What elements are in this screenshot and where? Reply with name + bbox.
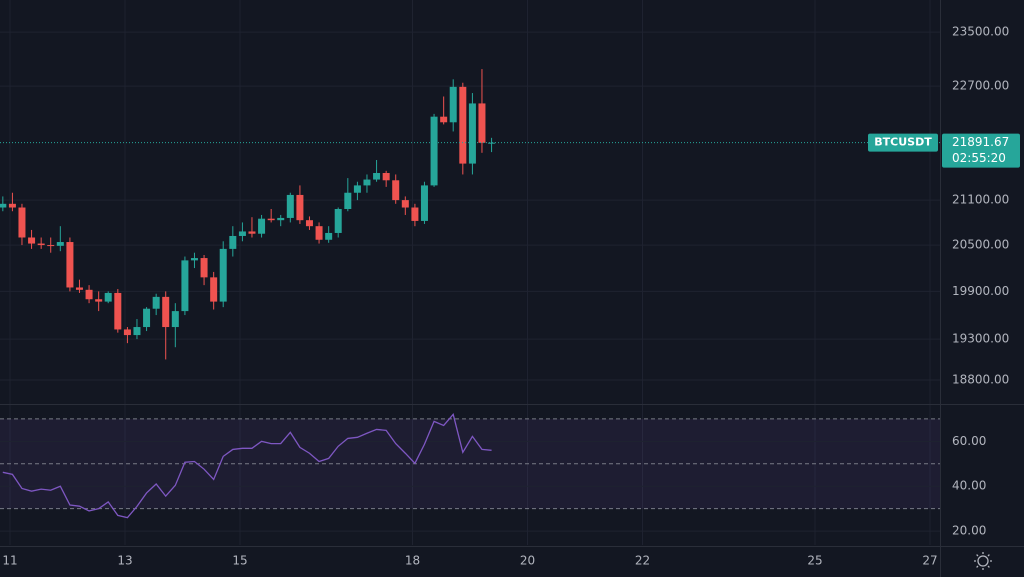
candle-body [430, 116, 438, 186]
candle-body [325, 232, 333, 240]
last-price-label: 21891.67 [952, 135, 1009, 149]
candle-body [18, 207, 26, 238]
candle-body [229, 235, 237, 249]
candle-body [353, 185, 361, 193]
x-tick-label: 22 [635, 554, 650, 568]
candle-body [296, 194, 304, 221]
candle-body [334, 208, 342, 233]
candle-body [468, 103, 476, 164]
y-tick-label: 18800.00 [952, 373, 1009, 387]
candle-body [420, 185, 428, 221]
x-tick-label: 25 [807, 554, 822, 568]
candle-body [286, 194, 294, 218]
candle-body [219, 248, 227, 302]
plot [0, 69, 940, 519]
y-tick-label: 23500.00 [952, 25, 1009, 39]
x-tick-label: 15 [232, 554, 247, 568]
y-tick-label: 40.00 [952, 479, 986, 493]
candle-body [382, 173, 390, 181]
candle-body [267, 218, 275, 221]
rsi-line [2, 413, 492, 519]
candle-body [401, 200, 409, 208]
candle-body [133, 327, 141, 336]
y-tick-label: 21100.00 [952, 193, 1009, 207]
candle-body [258, 218, 266, 234]
candle-body [47, 245, 55, 247]
candle-body [66, 242, 74, 288]
candle-body [171, 311, 179, 328]
candle-body [248, 231, 256, 234]
candle-body [190, 258, 198, 261]
x-tick-label: 27 [922, 554, 937, 568]
candle-body [478, 103, 486, 143]
price-badge [942, 133, 1020, 168]
y-tick-label: 19300.00 [952, 332, 1009, 346]
labels: 11 13 15 18 20 22 25 27 18800.00 19300.00 19900.00… [2, 25, 1020, 568]
candle-body [28, 237, 36, 244]
candle-body [162, 296, 170, 328]
countdown-label: 02:55:20 [952, 151, 1006, 165]
candle-body [459, 86, 467, 164]
candle-body [392, 180, 400, 201]
candle-body [123, 329, 131, 336]
x-tick-label: 11 [2, 554, 17, 568]
candle-body [411, 207, 419, 221]
candle-body [363, 179, 371, 186]
x-tick-label: 13 [117, 554, 132, 568]
candle-body [85, 289, 93, 300]
candle-body [143, 308, 151, 328]
x-tick-label: 20 [520, 554, 535, 568]
candle-body [114, 292, 122, 330]
candle-body [75, 287, 83, 290]
symbol-badge [868, 133, 938, 152]
candle-body [238, 231, 246, 236]
y-tick-label: 20500.00 [952, 238, 1009, 252]
y-tick-label: 19900.00 [952, 284, 1009, 298]
candle-body [8, 203, 16, 208]
y-tick-label: 60.00 [952, 434, 986, 448]
candle-body [305, 220, 313, 227]
grid [0, 0, 940, 545]
candle-body [56, 242, 64, 246]
candle-body [210, 277, 218, 302]
x-tick-label: 18 [405, 554, 420, 568]
candle-body [277, 217, 285, 221]
candle-body [449, 86, 457, 123]
candle-body [488, 142, 496, 144]
candle-body [440, 116, 448, 123]
candle-body [373, 173, 381, 180]
candle-body [181, 260, 189, 312]
candle-body [344, 192, 352, 209]
candle-body [0, 203, 7, 208]
candle-body [152, 296, 160, 309]
candle-body [37, 243, 45, 246]
candle-body [200, 258, 208, 278]
symbol-label: BTCUSDT [874, 136, 932, 149]
y-tick-label: 20.00 [952, 524, 986, 538]
candle-body [104, 292, 112, 302]
candle-body [315, 226, 323, 240]
candle-body [95, 299, 103, 302]
settings-icon[interactable] [974, 552, 992, 570]
y-tick-label: 22700.00 [952, 79, 1009, 93]
